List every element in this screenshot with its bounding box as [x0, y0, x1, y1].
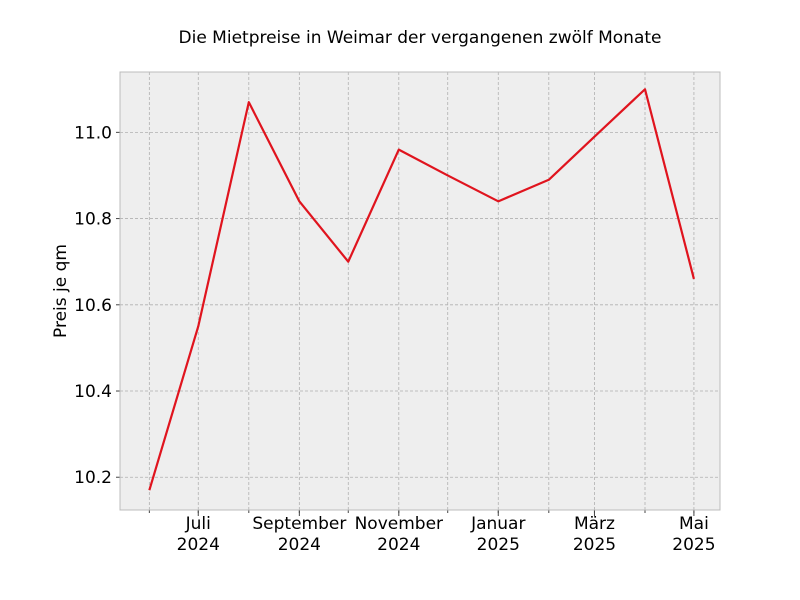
plot-area	[120, 72, 720, 510]
y-tick-label: 10.8	[74, 210, 112, 230]
x-tick-label-year: 2024	[278, 535, 321, 555]
x-tick-label-month: Mai	[679, 514, 709, 534]
y-tick-label: 10.6	[74, 296, 112, 316]
y-tick-label: 11.0	[74, 123, 112, 143]
x-tick-label-year: 2025	[573, 535, 616, 555]
x-tick-label-month: Januar	[470, 514, 525, 534]
x-tick-label-year: 2024	[177, 535, 220, 555]
y-tick-label: 10.2	[74, 468, 112, 488]
chart-title: Die Mietpreise in Weimar der vergangenen…	[179, 28, 662, 48]
y-tick-label: 10.4	[74, 382, 112, 402]
y-axis-label: Preis je qm	[51, 244, 71, 338]
grid-lines	[120, 72, 720, 510]
x-tick-label-year: 2025	[477, 535, 520, 555]
series-layer	[148, 88, 695, 491]
x-axis: Juli2024September2024November2024Januar2…	[177, 510, 716, 555]
y-axis: 10.2 10.4 10.6 10.8 11.0	[74, 123, 120, 488]
x-tick-label-year: 2025	[672, 535, 715, 555]
x-tick-label-month: November	[355, 514, 443, 534]
x-tick-label-year: 2024	[377, 535, 420, 555]
plot-frame	[119, 71, 721, 511]
x-tick-label-month: September	[252, 514, 346, 534]
x-tick-label-month: Juli	[185, 514, 211, 534]
x-tick-label-month: März	[574, 514, 615, 534]
series-line	[148, 88, 695, 491]
